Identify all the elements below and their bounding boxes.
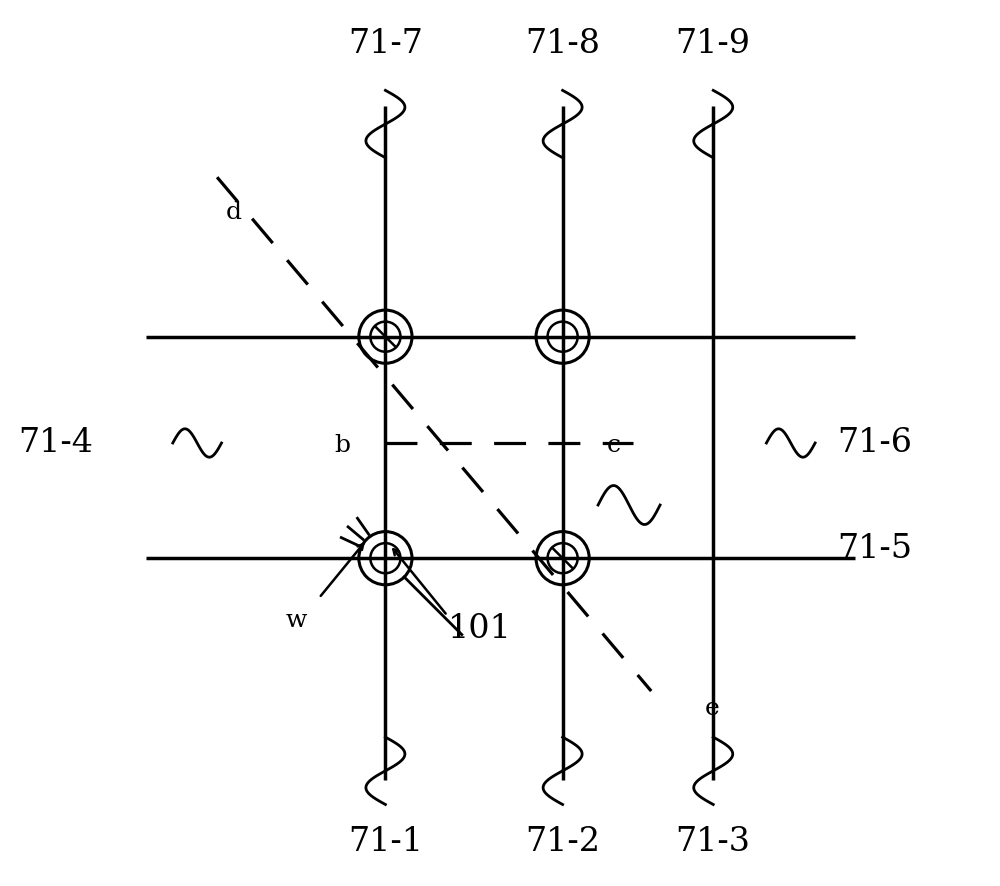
Text: 71-3: 71-3 xyxy=(676,826,751,858)
Text: 71-4: 71-4 xyxy=(18,427,93,459)
Text: b: b xyxy=(334,434,350,457)
Text: d: d xyxy=(226,201,242,224)
Text: 71-1: 71-1 xyxy=(348,826,423,858)
Text: 71-7: 71-7 xyxy=(348,28,423,60)
Text: 71-2: 71-2 xyxy=(525,826,600,858)
Text: 71-8: 71-8 xyxy=(525,28,600,60)
Text: 71-6: 71-6 xyxy=(837,427,912,459)
Text: 71-5: 71-5 xyxy=(837,533,912,565)
Text: 101: 101 xyxy=(447,613,511,645)
Text: c: c xyxy=(607,434,621,457)
Text: w: w xyxy=(286,609,308,632)
Text: e: e xyxy=(704,697,719,720)
Text: 71-9: 71-9 xyxy=(676,28,751,60)
